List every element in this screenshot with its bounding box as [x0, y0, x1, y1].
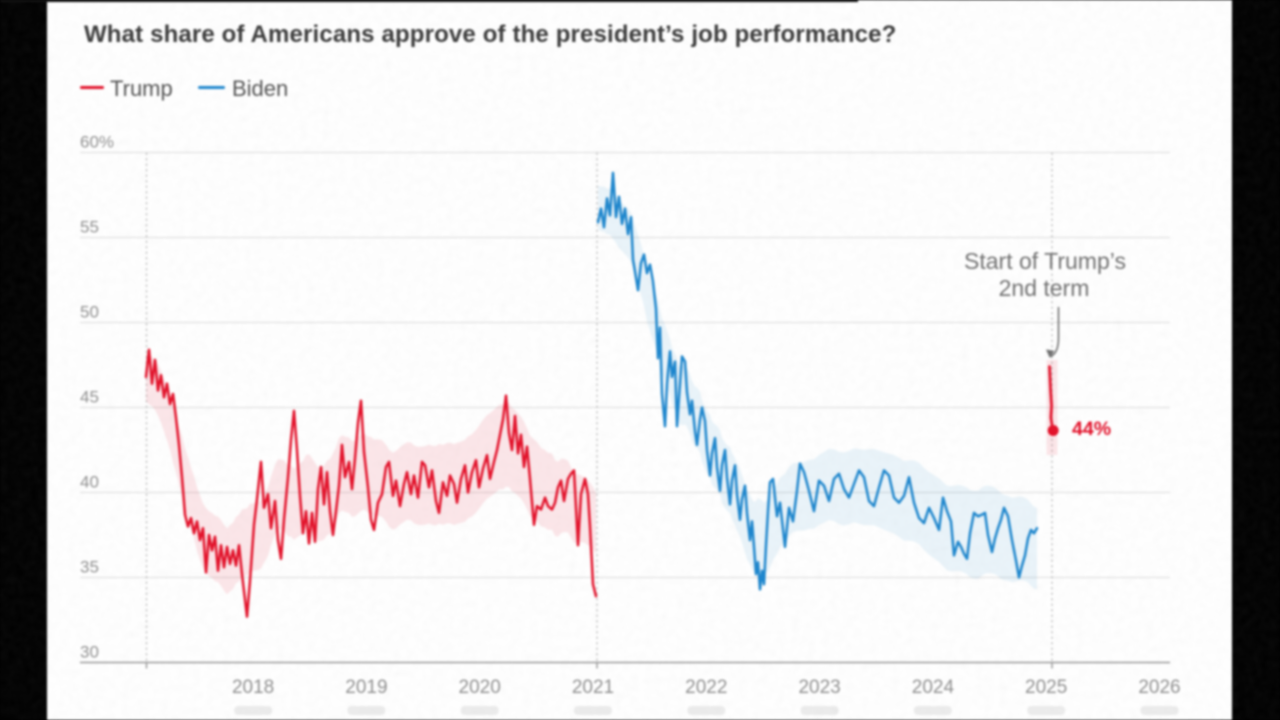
- svg-text:45: 45: [80, 388, 99, 407]
- svg-text:30: 30: [80, 643, 99, 662]
- svg-text:35: 35: [80, 558, 99, 577]
- svg-text:2023: 2023: [798, 677, 840, 698]
- svg-text:2022: 2022: [685, 677, 727, 698]
- svg-text:Start of Trump’s: Start of Trump’s: [964, 248, 1126, 274]
- svg-text:2018: 2018: [232, 677, 274, 698]
- svg-text:2024: 2024: [912, 677, 955, 698]
- svg-text:2025: 2025: [1025, 677, 1067, 698]
- svg-text:2020: 2020: [459, 677, 501, 698]
- svg-text:60%: 60%: [80, 133, 114, 152]
- svg-text:40: 40: [80, 473, 99, 492]
- svg-text:2nd term: 2nd term: [999, 275, 1090, 301]
- svg-text:44%: 44%: [1072, 418, 1111, 440]
- svg-text:55: 55: [80, 218, 99, 237]
- svg-text:50: 50: [80, 303, 99, 322]
- svg-text:2021: 2021: [572, 677, 614, 698]
- svg-text:2019: 2019: [345, 677, 387, 698]
- svg-text:2026: 2026: [1138, 677, 1180, 698]
